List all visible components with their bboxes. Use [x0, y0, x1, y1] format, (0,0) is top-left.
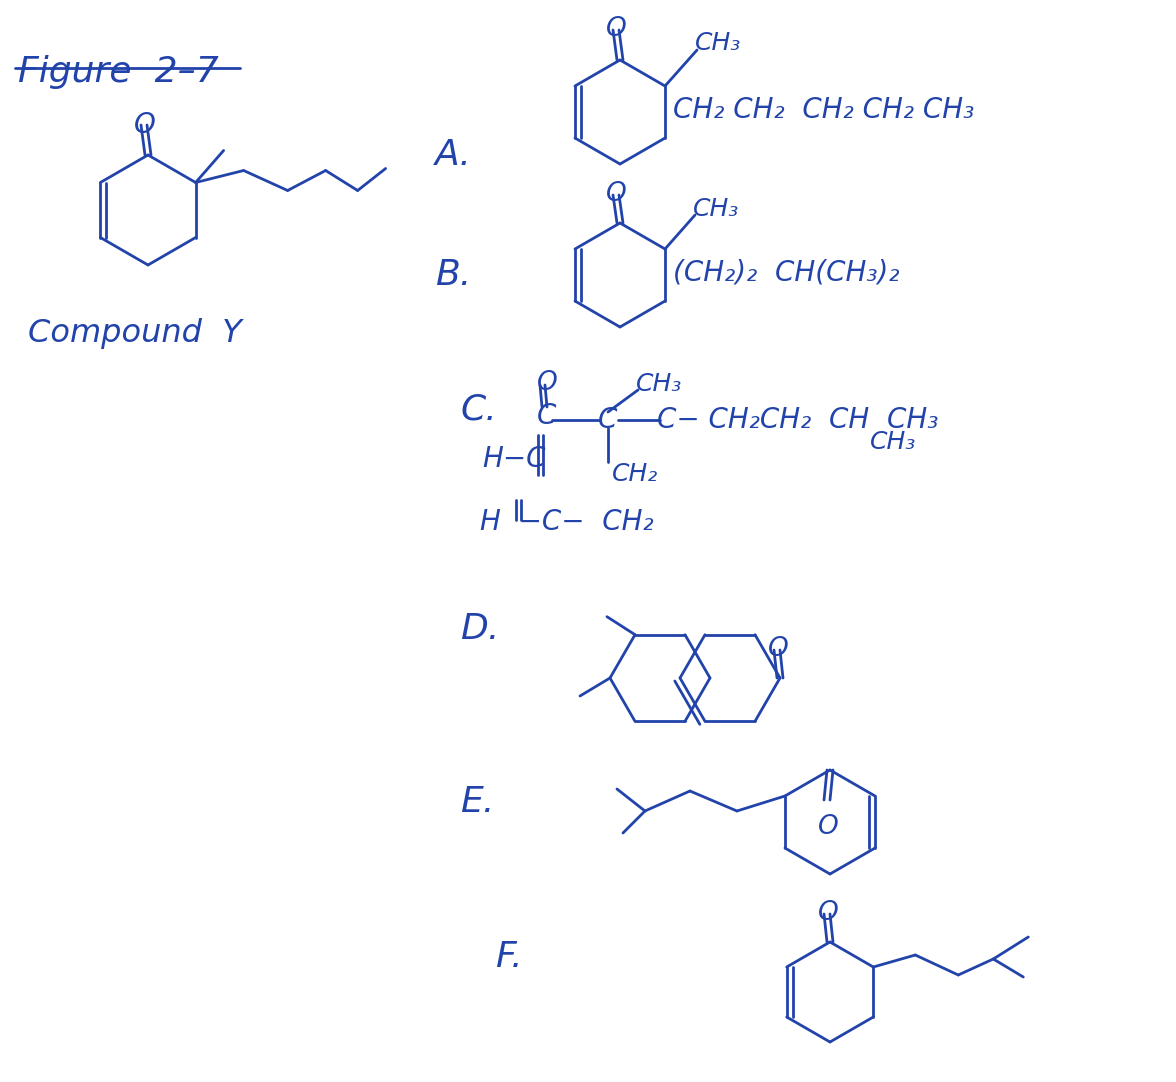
- Text: C.: C.: [460, 392, 496, 426]
- Text: C: C: [599, 406, 617, 434]
- Text: A.: A.: [435, 138, 472, 172]
- Text: O: O: [606, 16, 627, 42]
- Text: O: O: [768, 636, 789, 662]
- Text: E.: E.: [460, 786, 494, 819]
- Text: Compound  Y: Compound Y: [28, 318, 242, 349]
- Text: O: O: [606, 181, 627, 207]
- Text: CH₂: CH₂: [612, 462, 659, 486]
- Text: O: O: [537, 370, 557, 396]
- Text: O: O: [134, 111, 156, 138]
- Text: H−C: H−C: [482, 445, 546, 473]
- Text: (CH₂)₂  CH(CH₃)₂: (CH₂)₂ CH(CH₃)₂: [673, 259, 900, 287]
- Text: F.: F.: [495, 940, 522, 974]
- Text: CH₃: CH₃: [636, 372, 682, 396]
- Text: C− CH₂CH₂  CH  CH₃: C− CH₂CH₂ CH CH₃: [657, 406, 938, 434]
- Text: CH₃: CH₃: [870, 430, 916, 454]
- Text: Figure  2–7: Figure 2–7: [18, 55, 219, 89]
- Text: O: O: [818, 900, 838, 926]
- Text: CH₃: CH₃: [693, 197, 740, 221]
- Text: CH₂ CH₂  CH₂ CH₂ CH₃: CH₂ CH₂ CH₂ CH₂ CH₃: [673, 96, 974, 124]
- Text: C: C: [537, 403, 556, 430]
- Text: H  −C−  CH₂: H −C− CH₂: [480, 509, 654, 536]
- Text: O: O: [818, 814, 838, 840]
- Text: CH₃: CH₃: [695, 31, 741, 55]
- Text: B.: B.: [435, 258, 472, 292]
- Text: D.: D.: [460, 612, 500, 646]
